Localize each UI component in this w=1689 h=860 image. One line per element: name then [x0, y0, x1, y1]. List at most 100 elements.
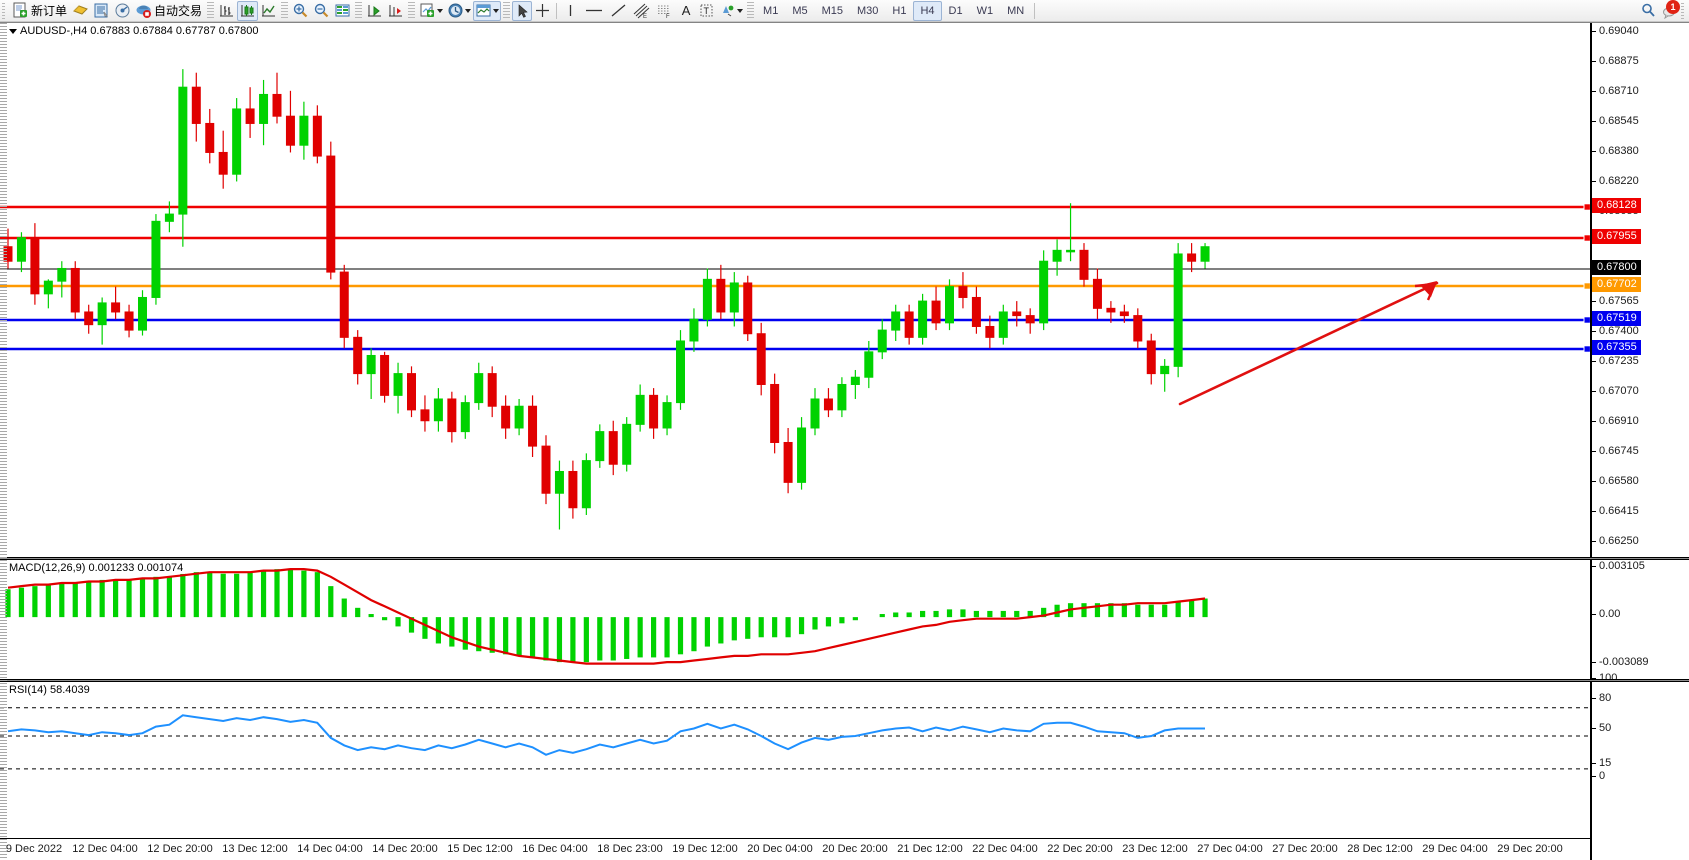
time-axis-label: 9 Dec 2022: [5, 843, 63, 855]
time-axis-label: 27 Dec 04:00: [1197, 843, 1263, 855]
macd-tick: 0.003105: [1592, 561, 1645, 572]
crosshair-tool[interactable]: [532, 1, 553, 21]
time-axis[interactable]: 9 Dec 2022 12 Dec 04:00 12 Dec 20:00 13 Dec…: [0, 838, 1590, 860]
signals-button[interactable]: [112, 1, 133, 21]
collapse-triangle-icon[interactable]: [9, 28, 17, 34]
timeframe-m15[interactable]: M15: [821, 4, 843, 17]
timeframe-d1[interactable]: D1: [948, 4, 963, 17]
price-axis[interactable]: 0.69040 0.68875 0.68710 0.68545 0.68380 …: [1590, 23, 1689, 860]
toolbar-divider-2: [1034, 2, 1036, 19]
toolbar-separator-4: [408, 1, 416, 20]
price-tick: 0.66910: [1592, 416, 1639, 427]
text-label-tool[interactable]: T: [696, 1, 717, 21]
bar-chart-button[interactable]: [216, 1, 237, 21]
price-level-tag[interactable]: 0.67519: [1592, 311, 1641, 326]
price-level-tag[interactable]: 0.68128: [1592, 198, 1641, 213]
time-axis-label: 23 Dec 12:00: [1122, 843, 1188, 855]
timeframe-mn[interactable]: MN: [1007, 4, 1025, 17]
chevron-down-icon[interactable]: [493, 8, 500, 13]
timeframe-w1[interactable]: W1: [976, 4, 994, 17]
price-tick: 0.66250: [1592, 536, 1639, 547]
expert-advisors-button[interactable]: [70, 1, 91, 21]
rsi-indicator-chart: [0, 707, 1590, 770]
price-tick: 0.67565: [1592, 296, 1639, 307]
macd-tick: 0.00: [1592, 609, 1620, 620]
timeframe-m30[interactable]: M30: [857, 4, 879, 17]
templates-button[interactable]: [473, 0, 502, 21]
time-axis-label: 28 Dec 12:00: [1347, 843, 1413, 855]
timeframe-m1[interactable]: M1: [763, 4, 779, 17]
rsi-tick: 100: [1592, 673, 1617, 684]
price-tick: 0.68380: [1592, 146, 1639, 157]
pane-separator-1[interactable]: [0, 557, 1689, 560]
chart-symbol-label: AUDUSD-,H4 0.67883 0.67884 0.67787 0.678…: [7, 25, 261, 37]
svg-text:F: F: [666, 14, 670, 19]
chevron-down-icon[interactable]: [465, 8, 472, 13]
vertical-line-tool[interactable]: [560, 1, 581, 21]
rsi-pane[interactable]: RSI(14) 58.4039: [0, 683, 1590, 799]
time-axis-label: 12 Dec 20:00: [147, 843, 213, 855]
time-axis-label: 27 Dec 20:00: [1272, 843, 1338, 855]
toolbar-grip[interactable]: [1, 1, 8, 20]
zoom-in-button[interactable]: [290, 1, 311, 21]
rsi-tick: 15: [1592, 758, 1611, 769]
timeframe-h1[interactable]: H1: [892, 4, 907, 17]
notifications-icon[interactable]: 1: [1659, 0, 1680, 21]
shapes-tool[interactable]: [717, 1, 745, 21]
toolbar-grip-right[interactable]: [1680, 1, 1687, 20]
cursor-tool[interactable]: [512, 0, 533, 21]
search-icon[interactable]: [1638, 1, 1659, 21]
price-tick: 0.67400: [1592, 326, 1639, 337]
rsi-tick: 50: [1592, 723, 1611, 734]
candlestick-chart: [0, 69, 1590, 530]
time-axis-label: 20 Dec 20:00: [822, 843, 888, 855]
time-axis-label: 16 Dec 04:00: [522, 843, 588, 855]
chevron-down-icon[interactable]: [437, 8, 444, 13]
price-level-tag[interactable]: 0.67355: [1592, 340, 1641, 355]
timeframe-m5[interactable]: M5: [792, 4, 808, 17]
line-chart-button[interactable]: [258, 1, 279, 21]
chart-shift-button[interactable]: [385, 1, 406, 21]
auto-scroll-button[interactable]: [364, 1, 385, 21]
period-separator-button[interactable]: [445, 1, 473, 21]
autotrading-label: 自动交易: [154, 4, 203, 18]
data-window-button[interactable]: [332, 1, 353, 21]
equidistant-channel-tool[interactable]: E: [630, 1, 653, 21]
macd-indicator-chart: [5, 568, 1208, 665]
rsi-tick: 0: [1592, 771, 1605, 782]
pane-separator-2[interactable]: [0, 679, 1689, 682]
zoom-out-button[interactable]: [311, 1, 332, 21]
price-tick: 0.66745: [1592, 446, 1639, 457]
time-axis-label: 21 Dec 12:00: [897, 843, 963, 855]
price-tick: 0.69040: [1592, 26, 1639, 37]
toolbar-separator-2: [281, 1, 289, 20]
toolbar-divider: [556, 2, 558, 19]
main-toolbar: 新订单 自动交易: [0, 0, 1689, 22]
add-indicator-button[interactable]: [417, 1, 445, 21]
macd-pane[interactable]: MACD(12,26,9) 0.001233 0.001074: [0, 561, 1590, 679]
timeframe-h4[interactable]: H4: [913, 0, 942, 21]
autotrading-button[interactable]: 自动交易: [133, 1, 205, 21]
chart-window[interactable]: 0.69040 0.68875 0.68710 0.68545 0.68380 …: [0, 22, 1689, 860]
price-tick: 0.67235: [1592, 356, 1639, 367]
new-order-label: 新订单: [31, 4, 68, 18]
trendline-tool[interactable]: [607, 1, 630, 21]
market-watch-button[interactable]: [91, 1, 112, 21]
fibonacci-retracement-tool[interactable]: F: [653, 1, 676, 21]
candlestick-chart-button[interactable]: [237, 0, 259, 21]
macd-label: MACD(12,26,9) 0.001233 0.001074: [7, 562, 186, 574]
new-order-button[interactable]: 新订单: [10, 1, 70, 21]
time-axis-label: 22 Dec 20:00: [1047, 843, 1113, 855]
horizontal-line-tool[interactable]: [581, 1, 607, 21]
chevron-down-icon[interactable]: [737, 8, 744, 13]
price-level-tag[interactable]: 0.67702: [1592, 277, 1641, 292]
chart-left-grip[interactable]: [0, 23, 7, 860]
price-pane[interactable]: AUDUSD-,H4 0.67883 0.67884 0.67787 0.678…: [0, 23, 1590, 557]
time-axis-label: 15 Dec 12:00: [447, 843, 513, 855]
toolbar-separator-6: [747, 1, 755, 20]
price-level-tag[interactable]: 0.67955: [1592, 229, 1641, 244]
current-price-tag[interactable]: 0.67800: [1592, 260, 1641, 275]
text-tool[interactable]: A: [681, 3, 691, 18]
time-axis-label: 18 Dec 23:00: [597, 843, 663, 855]
